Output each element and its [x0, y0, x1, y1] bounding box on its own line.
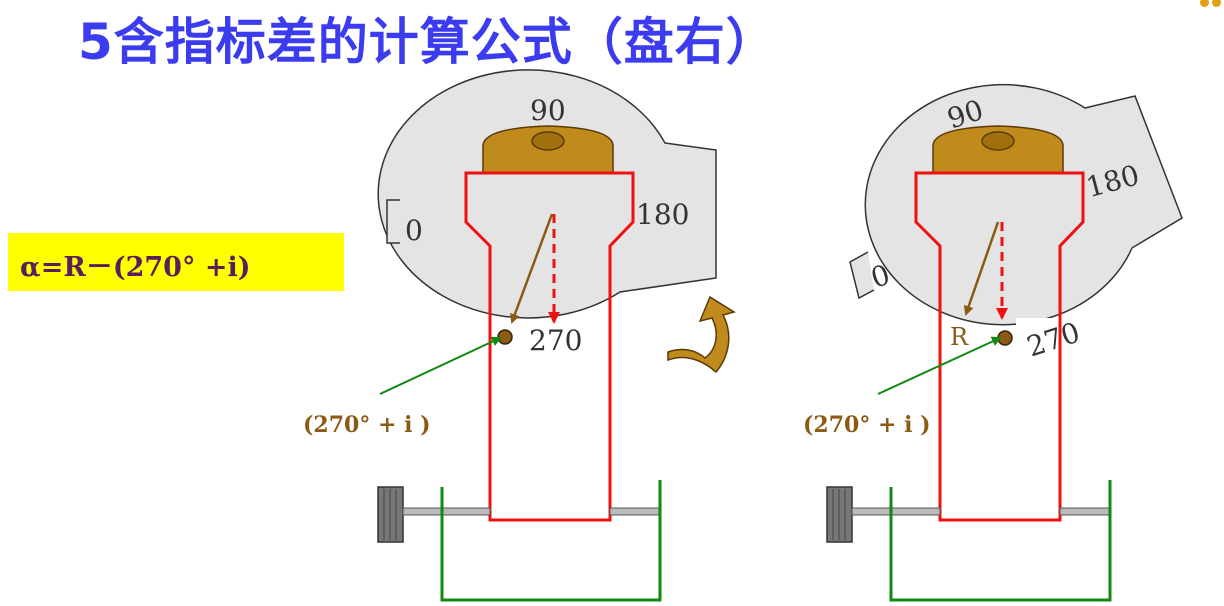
left-base	[440, 480, 662, 602]
right-annotation: (270° + i )	[803, 412, 931, 438]
left-dial-label-90: 90	[530, 94, 566, 127]
left-annotation: (270° + i )	[303, 412, 431, 438]
right-reading-arrow	[963, 221, 1000, 316]
left-dial-label-180: 180	[636, 198, 689, 231]
left-screw-rod	[402, 507, 491, 516]
rotation-arrow	[667, 295, 736, 374]
right-pointer-line	[877, 336, 1002, 395]
right-instrument: 90 180 0 270 R (270° + i )	[803, 83, 1183, 602]
right-dial-tab	[849, 251, 875, 300]
formula-text: α=R－(270° +i)	[20, 252, 251, 283]
left-index-dot	[497, 329, 513, 345]
left-dial	[377, 69, 717, 319]
left-bubble-vial	[531, 131, 565, 151]
left-instrument: 90 180 0 270 (270° + i )	[303, 69, 717, 602]
left-dial-label-0: 0	[405, 214, 423, 247]
left-dial-label-270: 270	[529, 324, 582, 357]
right-dial	[864, 83, 1183, 326]
corner-decoration	[1196, 0, 1224, 10]
formula-box: α=R－(270° +i)	[8, 233, 344, 291]
right-telescope-frame	[914, 171, 1085, 522]
left-telescope-frame	[464, 171, 635, 522]
right-270-label-bg	[1016, 318, 1080, 360]
left-reading-arrow	[510, 213, 554, 324]
left-dial-tab	[386, 199, 400, 244]
slide-title: 5含指标差的计算公式（盘右）	[78, 13, 777, 71]
right-index-dot	[997, 330, 1013, 346]
right-screw-rod	[851, 507, 941, 516]
left-270-label-bg	[528, 322, 584, 364]
right-reading-label: R	[950, 323, 969, 351]
left-pointer-line	[379, 336, 502, 395]
right-base	[889, 480, 1112, 602]
